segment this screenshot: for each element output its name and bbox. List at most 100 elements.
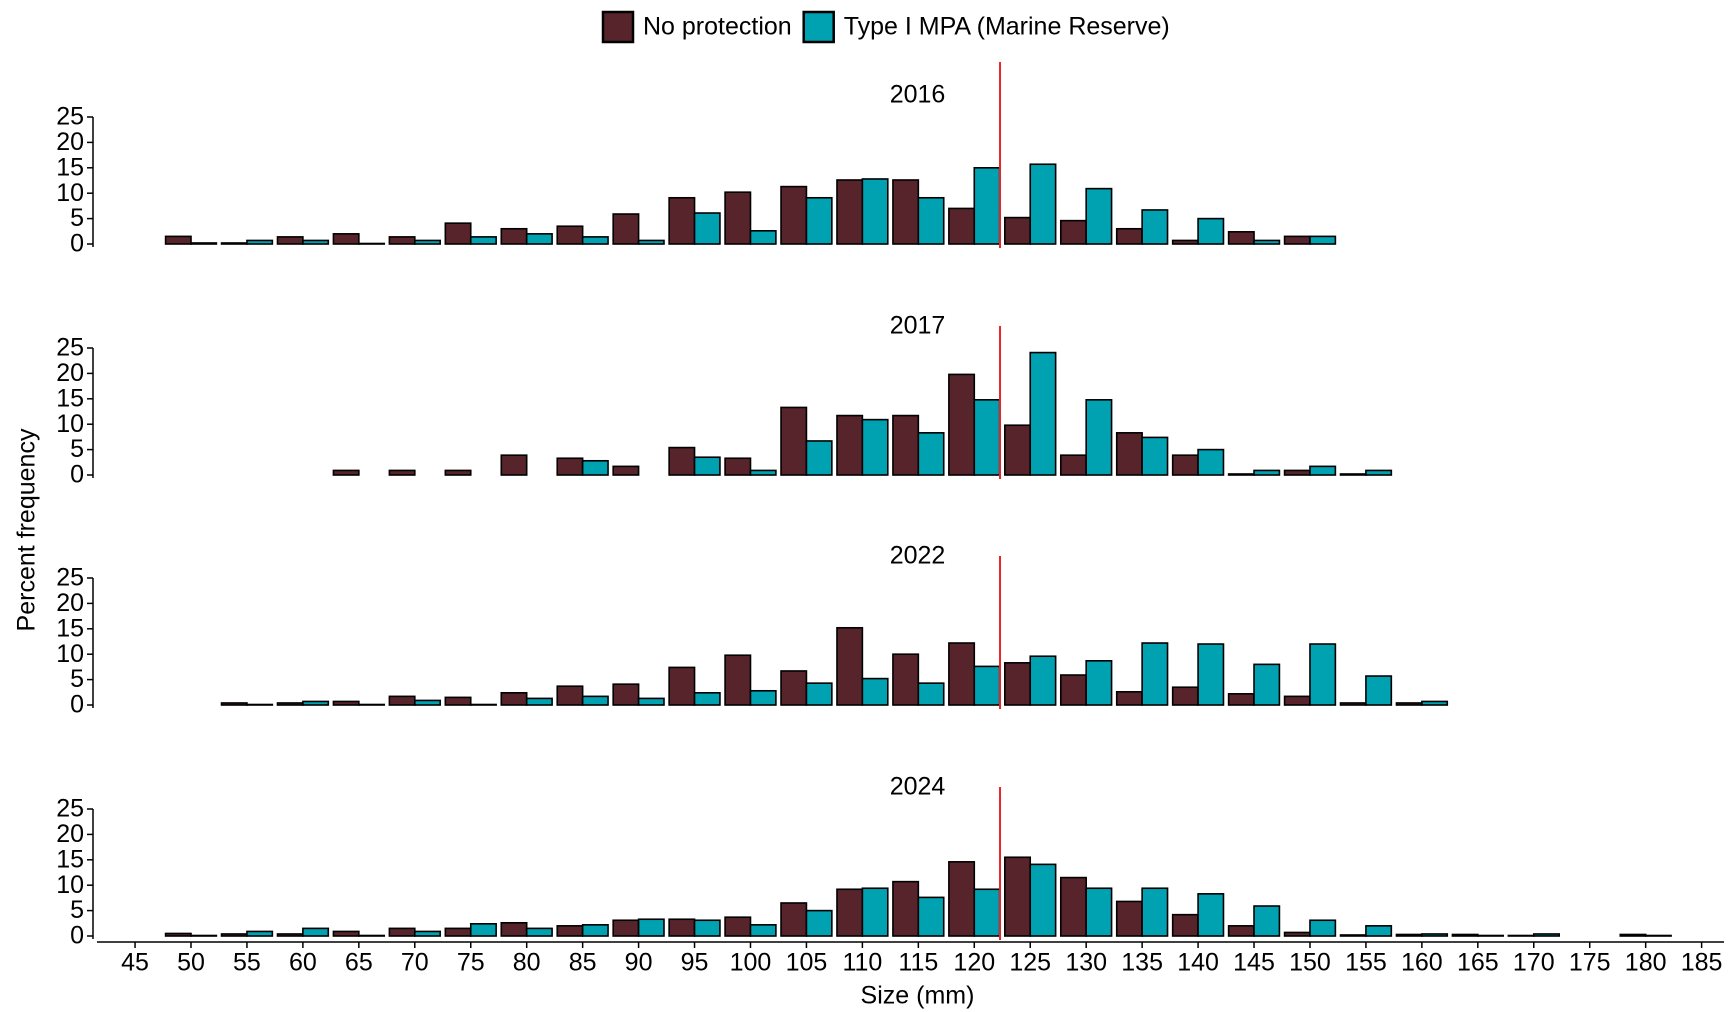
bar: [917, 196, 945, 245]
bar: [1171, 239, 1199, 245]
bar: [581, 695, 609, 706]
y-tick-label: 5: [70, 665, 84, 693]
y-tick-label: 5: [70, 435, 84, 463]
panel-title: 2016: [890, 81, 946, 109]
bar: [612, 213, 640, 245]
bar: [1115, 227, 1143, 245]
bar: [1365, 469, 1393, 476]
bar: [332, 233, 360, 245]
x-tick-label: 155: [1345, 949, 1387, 977]
bar: [1309, 643, 1337, 706]
bar: [332, 469, 360, 476]
bar: [581, 236, 609, 245]
bar: [973, 399, 1001, 476]
bar: [948, 373, 976, 476]
bar: [948, 207, 976, 245]
y-tick-label: 0: [70, 691, 84, 719]
bar: [805, 909, 833, 937]
bar: [693, 692, 721, 706]
bar: [749, 924, 777, 937]
bar: [612, 919, 640, 937]
bar: [1197, 893, 1225, 937]
x-tick-label: 55: [233, 949, 261, 977]
bar: [1339, 702, 1367, 706]
bar: [190, 242, 218, 245]
bar: [861, 178, 889, 245]
bar: [581, 924, 609, 937]
y-tick-label: 0: [70, 922, 84, 950]
bar: [1085, 660, 1113, 706]
bar: [525, 927, 553, 937]
bar: [1141, 209, 1169, 245]
y-tick-label: 10: [56, 640, 84, 668]
bar: [1115, 432, 1143, 476]
bar: [444, 222, 472, 245]
bar: [1283, 931, 1311, 937]
bar: [668, 196, 696, 245]
bar: [388, 469, 416, 476]
bar: [780, 185, 808, 245]
bar: [1227, 231, 1255, 245]
bar: [1004, 856, 1032, 937]
bar: [1339, 473, 1367, 476]
bar: [861, 418, 889, 476]
bar: [1395, 933, 1423, 937]
bar: [780, 670, 808, 706]
y-tick-label: 25: [56, 334, 84, 362]
bar: [1227, 925, 1255, 937]
bar: [1115, 690, 1143, 706]
x-tick-label: 165: [1457, 949, 1499, 977]
bar: [749, 229, 777, 245]
y-tick-label: 25: [56, 795, 84, 823]
y-tick-label: 25: [56, 103, 84, 131]
y-tick-label: 25: [56, 564, 84, 592]
bar: [724, 654, 752, 706]
bar: [302, 700, 330, 706]
bar: [220, 702, 248, 706]
bar: [973, 167, 1001, 245]
bar: [358, 934, 386, 937]
bar: [246, 703, 274, 706]
x-tick-label: 160: [1401, 949, 1443, 977]
bar: [332, 930, 360, 937]
bar: [892, 414, 920, 476]
bar: [276, 236, 304, 245]
bar: [1029, 655, 1057, 706]
bar: [525, 697, 553, 706]
x-tick-label: 120: [953, 949, 995, 977]
bar: [836, 626, 864, 706]
bar: [190, 934, 218, 937]
y-tick-label: 15: [56, 614, 84, 642]
bar: [836, 888, 864, 937]
y-tick-label: 5: [70, 896, 84, 924]
x-tick-label: 50: [177, 949, 205, 977]
bar: [948, 861, 976, 937]
bar: [413, 930, 441, 937]
bar: [973, 888, 1001, 937]
bar: [246, 930, 274, 937]
x-tick-label: 45: [121, 949, 149, 977]
bar: [861, 887, 889, 937]
bar: [1339, 934, 1367, 937]
bar: [836, 414, 864, 476]
bar: [637, 918, 665, 937]
y-tick-label: 20: [56, 589, 84, 617]
bar: [1283, 469, 1311, 476]
bar: [1059, 219, 1087, 245]
x-tick-label: 175: [1569, 949, 1611, 977]
bar: [948, 642, 976, 706]
bar: [1309, 919, 1337, 937]
legend-swatch: [802, 10, 835, 44]
x-tick-label: 140: [1177, 949, 1219, 977]
y-tick-label: 15: [56, 153, 84, 181]
x-tick-label: 65: [345, 949, 373, 977]
bar: [1507, 934, 1535, 937]
bar: [444, 469, 472, 476]
bar: [1309, 235, 1337, 245]
bar: [469, 703, 497, 706]
bar: [917, 896, 945, 937]
bar: [581, 459, 609, 476]
x-tick-label: 75: [457, 949, 485, 977]
bar: [1283, 235, 1311, 245]
y-tick-label: 10: [56, 179, 84, 207]
